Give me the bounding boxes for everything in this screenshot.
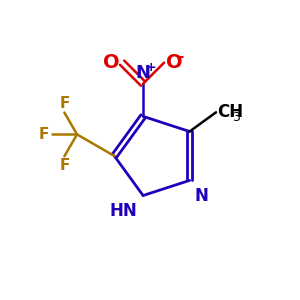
Text: 3: 3: [232, 111, 240, 124]
Text: N: N: [194, 187, 208, 205]
Text: CH: CH: [218, 103, 244, 121]
Text: -: -: [178, 49, 184, 64]
Text: F: F: [38, 127, 49, 142]
Text: N: N: [136, 64, 151, 82]
Text: HN: HN: [110, 202, 138, 220]
Text: +: +: [146, 61, 157, 74]
Text: O: O: [103, 53, 120, 72]
Text: O: O: [167, 53, 183, 72]
Text: F: F: [59, 96, 70, 111]
Text: F: F: [59, 158, 70, 173]
